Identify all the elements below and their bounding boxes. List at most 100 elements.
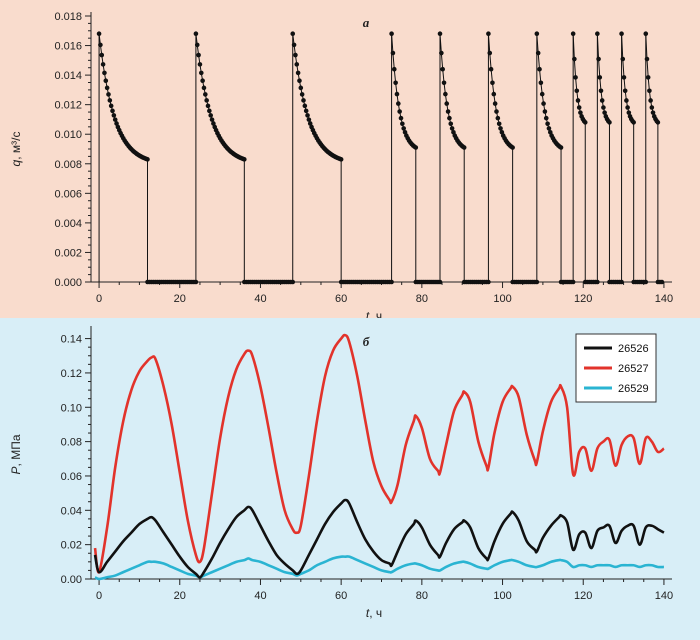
flow-rate-point <box>644 56 650 62</box>
flow-rate-point <box>649 105 655 110</box>
pressure-chart: 0.00 0.02 0.04 0.06 0.08 0.10 0.12 0.14 0 20 40 60 8… <box>9 326 673 620</box>
flow-rate-point <box>203 92 208 97</box>
flow-rate-point <box>573 75 578 80</box>
flow-rate-point <box>598 88 604 94</box>
legend-label: 26527 <box>618 363 649 375</box>
flow-rate-point <box>647 88 652 94</box>
flow-rate-point <box>648 98 653 103</box>
flow-rate-point <box>535 50 541 56</box>
y-tick-label: 0.002 <box>54 247 82 259</box>
flow-rate-point <box>396 101 401 106</box>
flow-rate-point <box>655 120 661 125</box>
flow-rate-point <box>103 78 109 84</box>
flow-rate-point <box>205 103 211 109</box>
flow-rate-series <box>96 31 665 285</box>
flow-rate-point <box>107 98 113 103</box>
flow-rate-point <box>621 75 627 80</box>
x-axis-label-symbol: t <box>366 606 370 620</box>
y-tick-label: 0.08 <box>61 437 82 449</box>
x-tick-label: 80 <box>416 590 428 602</box>
flow-rate-point <box>389 31 394 37</box>
flow-rate-point <box>596 56 601 62</box>
y-axis-label-unit: , м³/с <box>9 132 23 160</box>
y-tick-label: 0.012 <box>54 100 82 112</box>
legend-label: 26529 <box>618 383 649 395</box>
flow-rate-point <box>437 31 443 37</box>
flow-rate-point <box>108 103 114 109</box>
y-axis-label-unit: , МПа <box>9 434 23 466</box>
flow-rate-point <box>394 91 400 97</box>
y-tick-label: 0.014 <box>54 70 82 82</box>
flow-rate-point <box>570 31 576 37</box>
flow-rate-point <box>572 56 577 62</box>
flow-rate-point <box>445 109 451 114</box>
flow-rate-panel: 0.000 0.002 0.004 0.006 0.008 0.010 0.012 0.014… <box>0 0 700 318</box>
flow-rate-point <box>114 121 119 126</box>
pressure-panel: 0.00 0.02 0.04 0.06 0.08 0.10 0.12 0.14 0 20 40 60 8… <box>0 318 700 640</box>
x-tick-label: 140 <box>655 590 673 602</box>
flow-rate-point <box>576 105 582 110</box>
flow-rate-point <box>545 121 550 127</box>
x-axis-label-symbol: t <box>366 309 370 318</box>
x-tick-label: 0 <box>96 590 102 602</box>
flow-rate-point <box>298 85 304 91</box>
flow-rate-point <box>303 108 309 114</box>
flow-rate-point <box>595 31 600 37</box>
flow-rate-point <box>198 70 204 76</box>
flow-rate-point <box>542 109 548 114</box>
flow-rate-point <box>495 115 501 121</box>
x-tick-label: 40 <box>254 590 266 602</box>
flow-rate-point <box>537 66 542 72</box>
x-tick-label: 140 <box>655 293 673 305</box>
y-tick-label: 0.06 <box>61 471 82 483</box>
flow-rate-point <box>607 120 612 125</box>
flow-rate-point <box>601 105 606 110</box>
flow-rate-point <box>619 31 624 37</box>
flow-rate-point <box>543 115 549 121</box>
y-tick-label: 0.018 <box>54 11 82 23</box>
flow-rate-point <box>302 103 308 109</box>
flow-rate-point <box>602 110 607 115</box>
flow-rate-point <box>447 115 452 121</box>
flow-rate-point <box>620 56 626 62</box>
x-tick-label: 80 <box>416 293 428 305</box>
x-axis-label-unit: , ч <box>369 606 382 620</box>
flow-rate-point <box>624 98 629 103</box>
flow-rate-point <box>208 113 213 118</box>
flow-rate-point <box>297 78 302 84</box>
flow-rate-point <box>650 110 656 115</box>
flow-rate-point <box>100 62 106 67</box>
x-tick-label: 20 <box>174 293 186 305</box>
flow-rate-point <box>443 91 448 97</box>
flow-rate-point <box>498 126 503 131</box>
flow-rate-point <box>444 101 450 106</box>
flow-rate-point <box>96 31 102 37</box>
flow-rate-point <box>209 117 215 122</box>
flow-rate-point <box>295 70 301 76</box>
x-axis-label-unit: , ч <box>369 309 382 318</box>
flow-rate-point <box>291 42 297 48</box>
flow-rate-point <box>193 31 199 37</box>
y-tick-label: 0.016 <box>54 41 82 53</box>
flow-rate-point <box>401 126 406 131</box>
flow-rate-point <box>307 121 313 126</box>
x-tick-label: 120 <box>574 293 592 305</box>
y-tick-label: 0.04 <box>61 505 82 517</box>
flow-rate-point <box>597 75 603 80</box>
flow-rate-point <box>106 92 111 97</box>
x-axis-label: t, ч <box>366 309 382 318</box>
legend-label: 26526 <box>618 343 649 355</box>
x-tick-label: 60 <box>335 293 347 305</box>
y-tick-label: 0.006 <box>54 188 82 200</box>
flow-rate-point <box>391 66 397 72</box>
flow-rate-point <box>488 66 494 72</box>
flow-rate-point <box>582 120 588 125</box>
legend: 26526 26527 26529 <box>575 333 657 403</box>
flow-rate-point <box>494 109 499 114</box>
panel-label: а <box>363 15 370 30</box>
flow-rate-point <box>534 31 540 37</box>
flow-rate-point <box>492 101 498 106</box>
flow-rate-point <box>441 80 447 86</box>
x-tick-label: 120 <box>574 590 592 602</box>
flow-rate-point <box>390 50 396 56</box>
